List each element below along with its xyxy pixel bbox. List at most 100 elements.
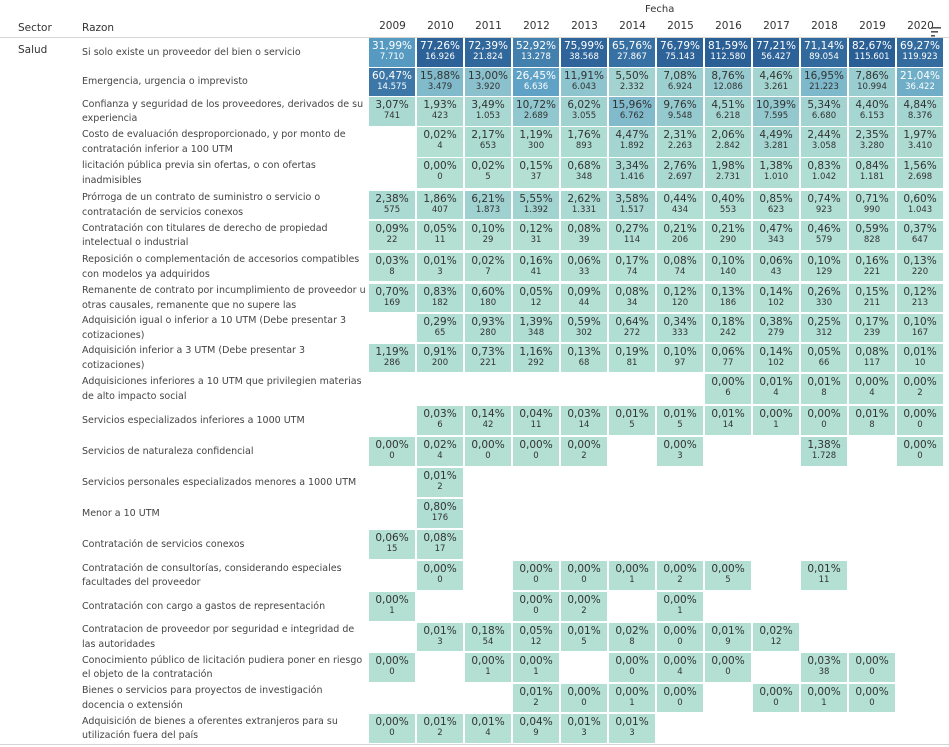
table-cell[interactable]: 31,99% 7.710	[369, 38, 415, 67]
table-cell[interactable]: 0,10% 129	[801, 253, 847, 281]
table-cell[interactable]: 4,51% 6.218	[705, 97, 751, 126]
table-cell[interactable]: 0,91% 200	[417, 344, 463, 372]
table-cell[interactable]: 0,05% 11	[417, 221, 463, 250]
table-cell[interactable]: 0,00% 0	[465, 437, 511, 466]
table-cell[interactable]: 0,00% 4	[849, 374, 895, 404]
table-cell[interactable]: 0,01% 8	[849, 406, 895, 435]
table-cell[interactable]: 0,93% 280	[465, 314, 511, 342]
table-cell[interactable]: 0,00% 0	[849, 684, 895, 712]
table-cell[interactable]: 0,09% 22	[369, 221, 415, 250]
table-cell[interactable]: 0,21% 290	[705, 221, 751, 250]
table-cell[interactable]: 1,98% 2.731	[705, 158, 751, 188]
table-cell[interactable]: 0,10% 140	[705, 253, 751, 281]
table-cell[interactable]: 1,39% 348	[513, 314, 559, 342]
table-cell[interactable]: 0,01% 8	[801, 374, 847, 404]
table-cell[interactable]: 0,70% 169	[369, 284, 415, 312]
table-cell[interactable]: 0,26% 330	[801, 284, 847, 312]
table-cell[interactable]: 0,00% 0	[657, 684, 703, 712]
table-cell[interactable]: 0,01% 11	[801, 561, 847, 590]
table-cell[interactable]: 4,46% 3.261	[753, 68, 799, 96]
table-cell[interactable]: 0,00% 0	[513, 561, 559, 590]
table-cell[interactable]: 0,00% 1	[801, 684, 847, 712]
table-cell[interactable]: 4,47% 1.892	[609, 127, 655, 157]
table-cell[interactable]: 0,04% 9	[513, 714, 559, 743]
table-cell[interactable]: 0,02% 4	[417, 437, 463, 466]
table-cell[interactable]: 1,16% 292	[513, 344, 559, 372]
table-cell[interactable]: 0,47% 343	[753, 221, 799, 250]
table-cell[interactable]: 0,08% 39	[561, 221, 607, 250]
table-cell[interactable]: 5,55% 1.392	[513, 191, 559, 219]
table-cell[interactable]: 0,00% 0	[369, 437, 415, 466]
table-cell[interactable]: 0,06% 15	[369, 530, 415, 559]
table-cell[interactable]: 0,00% 2	[561, 592, 607, 621]
table-cell[interactable]: 0,00% 3	[657, 437, 703, 466]
table-cell[interactable]: 0,00% 0	[369, 653, 415, 682]
table-cell[interactable]: 0,00% 0	[849, 653, 895, 682]
table-cell[interactable]: 0,71% 990	[849, 191, 895, 219]
table-cell[interactable]: 71,14% 89.054	[801, 38, 847, 67]
table-cell[interactable]: 0,00% 0	[657, 623, 703, 651]
table-cell[interactable]: 0,00% 1	[657, 592, 703, 621]
table-cell[interactable]: 75,99% 38.568	[561, 38, 607, 67]
table-cell[interactable]: 0,01% 2	[417, 468, 463, 497]
table-cell[interactable]: 6,02% 3.055	[561, 97, 607, 126]
table-cell[interactable]: 0,08% 117	[849, 344, 895, 372]
table-cell[interactable]: 0,02% 7	[465, 253, 511, 281]
table-cell[interactable]: 0,10% 167	[897, 314, 943, 342]
table-cell[interactable]: 0,06% 77	[705, 344, 751, 372]
table-cell[interactable]: 0,01% 4	[465, 714, 511, 743]
table-cell[interactable]: 2,44% 3.058	[801, 127, 847, 157]
table-cell[interactable]: 0,34% 333	[657, 314, 703, 342]
table-cell[interactable]: 0,59% 828	[849, 221, 895, 250]
table-cell[interactable]: 0,10% 97	[657, 344, 703, 372]
table-cell[interactable]: 81,59% 112.580	[705, 38, 751, 67]
table-cell[interactable]: 0,04% 11	[513, 406, 559, 435]
table-cell[interactable]: 21,04% 36.422	[897, 68, 943, 96]
table-cell[interactable]: 0,01% 10	[897, 344, 943, 372]
table-cell[interactable]: 0,01% 5	[609, 406, 655, 435]
table-cell[interactable]: 0,00% 2	[657, 561, 703, 590]
table-cell[interactable]: 65,76% 27.867	[609, 38, 655, 67]
table-cell[interactable]: 0,00% 0	[513, 592, 559, 621]
table-cell[interactable]: 0,85% 623	[753, 191, 799, 219]
table-cell[interactable]: 0,17% 239	[849, 314, 895, 342]
table-cell[interactable]: 3,07% 741	[369, 97, 415, 126]
table-cell[interactable]: 0,00% 0	[897, 406, 943, 435]
table-cell[interactable]: 7,86% 10.994	[849, 68, 895, 96]
table-cell[interactable]: 0,00% 2	[897, 374, 943, 404]
table-cell[interactable]: 2,06% 2.842	[705, 127, 751, 157]
table-cell[interactable]: 0,68% 348	[561, 158, 607, 188]
table-cell[interactable]: 0,03% 8	[369, 253, 415, 281]
table-cell[interactable]: 0,12% 31	[513, 221, 559, 250]
table-cell[interactable]: 0,18% 54	[465, 623, 511, 651]
table-cell[interactable]: 0,05% 66	[801, 344, 847, 372]
table-cell[interactable]: 0,00% 0	[609, 653, 655, 682]
table-cell[interactable]: 0,60% 180	[465, 284, 511, 312]
table-cell[interactable]: 0,19% 81	[609, 344, 655, 372]
table-cell[interactable]: 0,64% 272	[609, 314, 655, 342]
table-cell[interactable]: 26,45% 6.636	[513, 68, 559, 96]
table-cell[interactable]: 0,13% 186	[705, 284, 751, 312]
table-cell[interactable]: 0,00% 0	[561, 684, 607, 712]
table-cell[interactable]: 0,09% 44	[561, 284, 607, 312]
table-cell[interactable]: 72,39% 21.824	[465, 38, 511, 67]
table-cell[interactable]: 0,01% 3	[417, 253, 463, 281]
table-cell[interactable]: 60,47% 14.575	[369, 68, 415, 96]
table-cell[interactable]: 0,01% 3	[417, 623, 463, 651]
table-cell[interactable]: 15,88% 3.479	[417, 68, 463, 96]
table-cell[interactable]: 0,37% 647	[897, 221, 943, 250]
table-cell[interactable]: 3,49% 1.053	[465, 97, 511, 126]
table-cell[interactable]: 0,29% 65	[417, 314, 463, 342]
table-cell[interactable]: 0,14% 42	[465, 406, 511, 435]
table-cell[interactable]: 76,79% 75.143	[657, 38, 703, 67]
table-cell[interactable]: 0,00% 1	[465, 653, 511, 682]
table-cell[interactable]: 0,00% 1	[513, 653, 559, 682]
table-cell[interactable]: 0,13% 68	[561, 344, 607, 372]
table-cell[interactable]: 0,00% 0	[513, 437, 559, 466]
table-cell[interactable]: 0,21% 206	[657, 221, 703, 250]
table-cell[interactable]: 7,08% 6.924	[657, 68, 703, 96]
table-cell[interactable]: 5,50% 2.332	[609, 68, 655, 96]
table-cell[interactable]: 8,76% 12.086	[705, 68, 751, 96]
table-cell[interactable]: 0,83% 1.042	[801, 158, 847, 188]
table-cell[interactable]: 0,74% 923	[801, 191, 847, 219]
